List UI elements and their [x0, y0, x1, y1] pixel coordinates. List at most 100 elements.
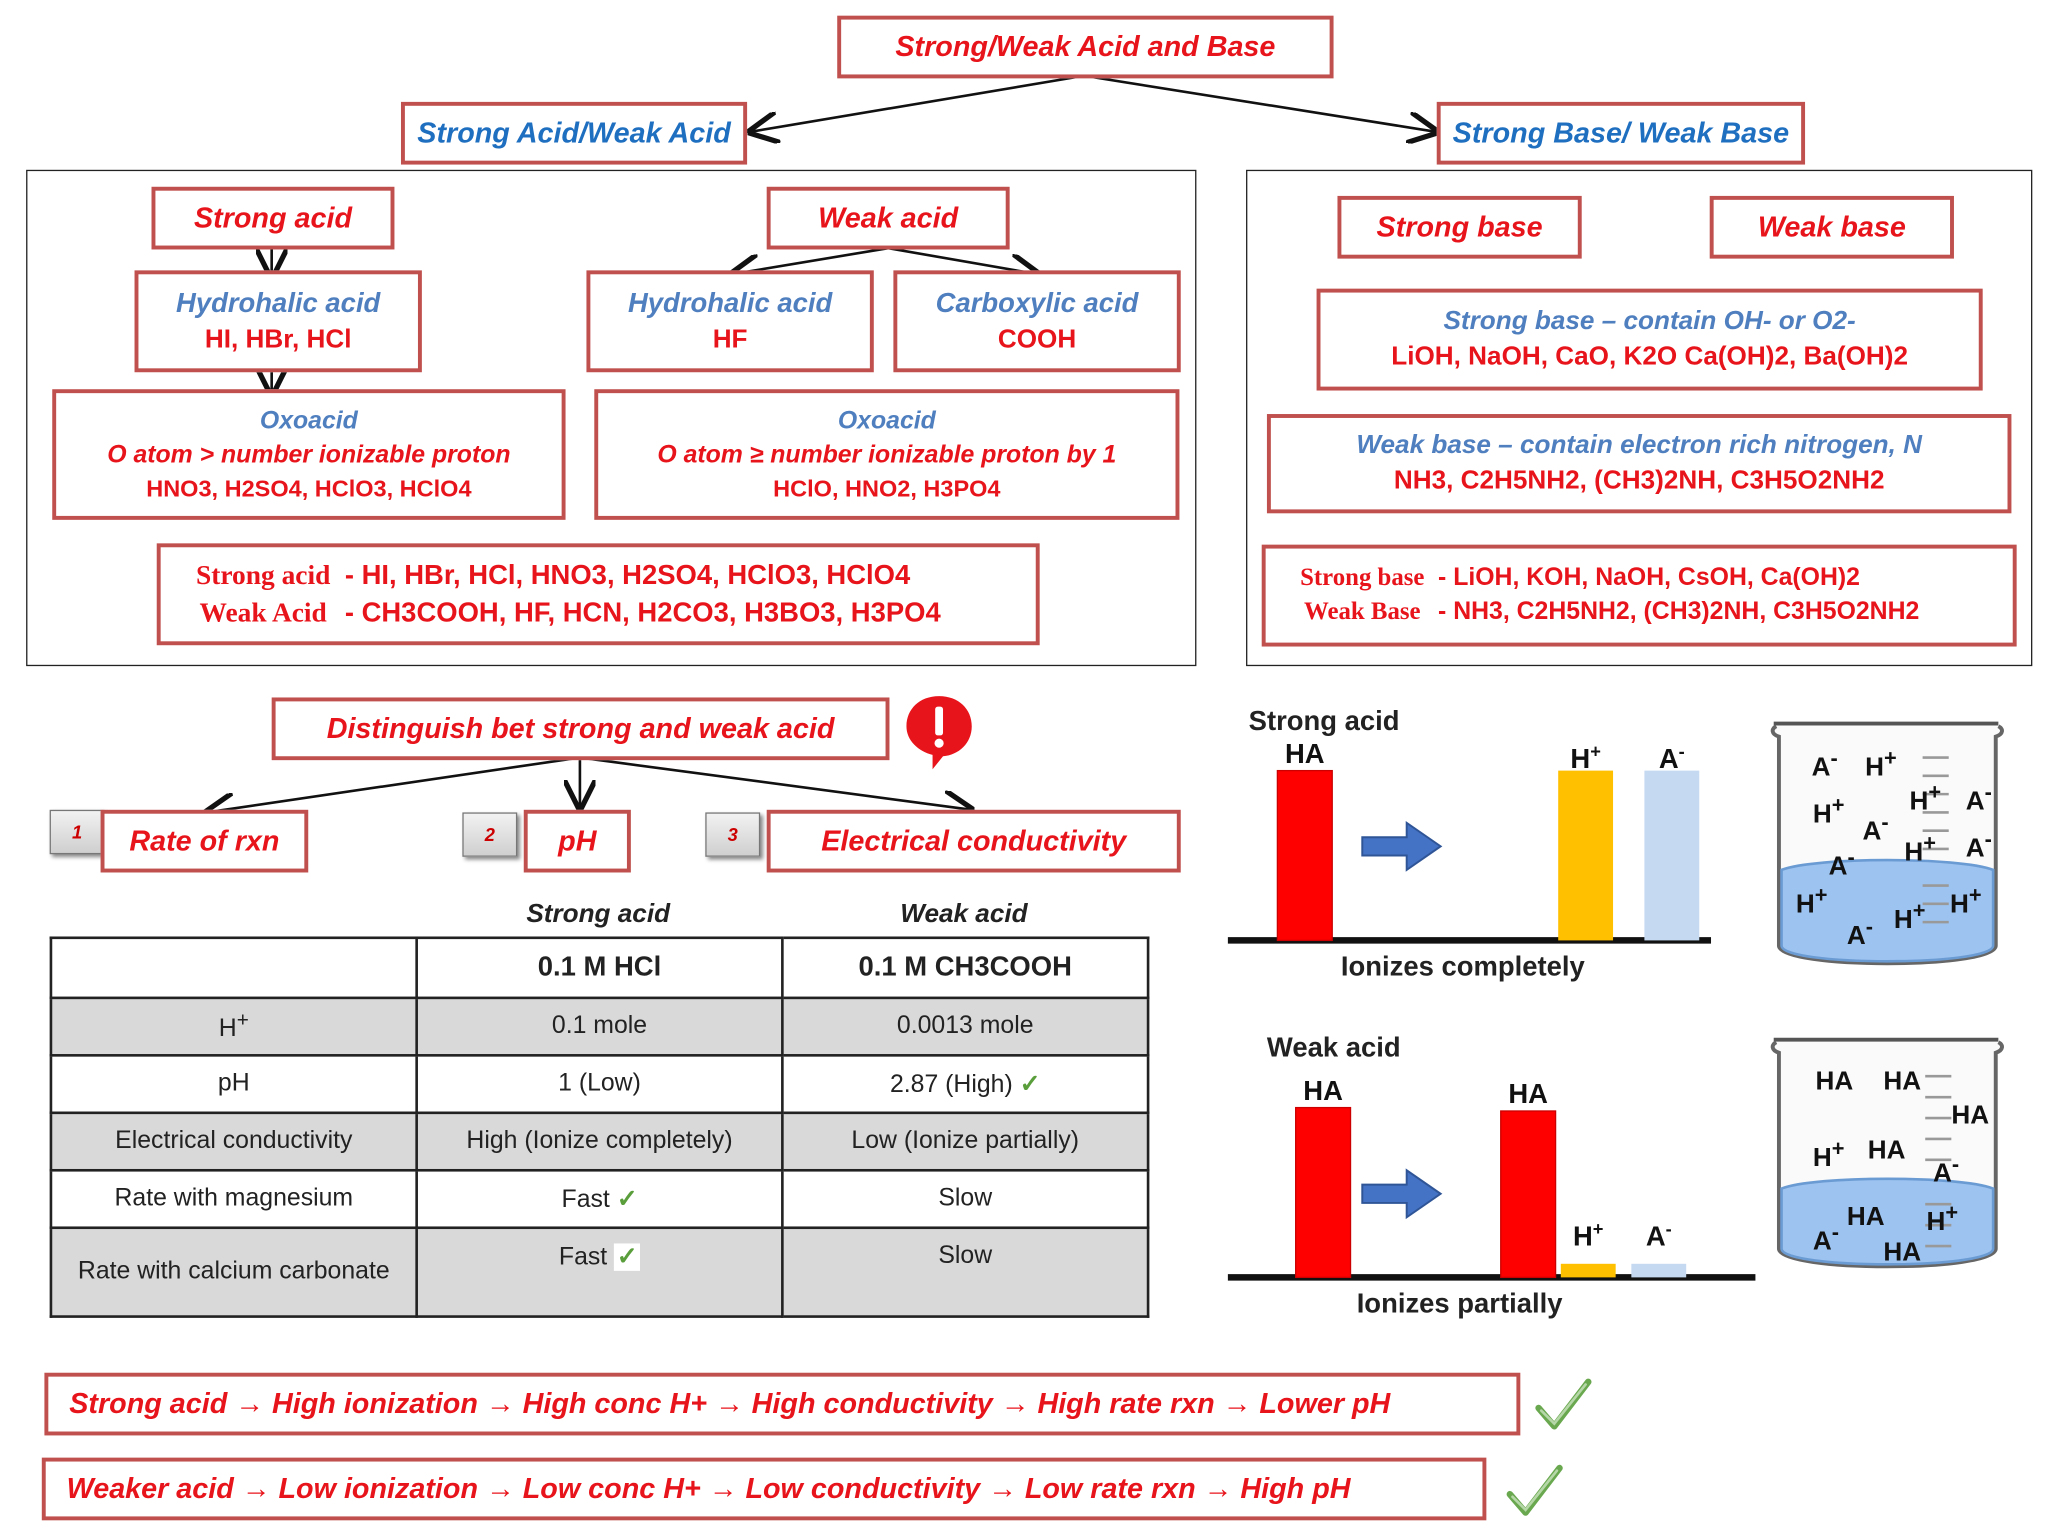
beaker1-ion-h: H+: [1865, 745, 1897, 782]
table-header-weak: 0.1 M CH3COOH: [781, 936, 1150, 1000]
weak-base-box: Weak base: [1709, 195, 1954, 259]
beaker1-ion-h: H+: [1950, 882, 1982, 920]
check-icon: [1506, 1464, 1563, 1516]
strong-base-rule-box: Strong base – contain OH- or O2- LiOH, N…: [1316, 288, 1983, 391]
weak-base-rule-box: Weak base – contain electron rich nitrog…: [1266, 414, 2012, 514]
weak-base-examples: NH3, C2H5NH2, (CH3)2NH, C3H5O2NH2: [1393, 466, 1885, 496]
chart1-svg: HA H+ A-: [1227, 742, 1712, 944]
beaker2-ion-a: A-: [1933, 1151, 1960, 1189]
num-badge-1: 1: [49, 809, 105, 855]
beaker1-ion-a: A-: [1965, 826, 1992, 863]
row-weak-value: Slow: [781, 1226, 1150, 1318]
col-weak-caption: Weak acid: [900, 899, 1028, 929]
beaker1-ion-a: A-: [1811, 745, 1838, 782]
table-row: Rate with magnesium Fast ✓ Slow: [49, 1168, 1150, 1230]
num-badge-2: 2: [462, 812, 518, 857]
acid-summary-weak-list: - CH3COOH, HF, HCN, H2CO3, H3BO3, H3PO4: [344, 598, 941, 629]
comparison-table: 0.1 M HCl 0.1 M CH3COOH H+ 0.1 mole 0.00…: [49, 936, 1150, 1318]
ph-label: pH: [558, 824, 597, 857]
beaker1-ion-a: A-: [1862, 809, 1889, 846]
row-label: Rate with magnesium: [49, 1168, 418, 1230]
bar-label-h: H+: [1573, 1218, 1603, 1251]
beaker1-ion-a: A-: [1846, 914, 1873, 951]
base-panel: [1246, 169, 2033, 667]
reaction-arrow-icon: [1361, 1168, 1443, 1220]
table-header-row: 0.1 M HCl 0.1 M CH3COOH: [49, 936, 1150, 1000]
weak-base-label: Weak base: [1757, 210, 1906, 243]
reaction-arrow-icon: [1361, 820, 1443, 872]
base-summary-box: Strong base - LiOH, KOH, NaOH, CsOH, Ca(O…: [1261, 544, 2017, 647]
distinguish-title: Distinguish bet strong and weak acid: [326, 711, 835, 745]
bar-before-ha: [1276, 769, 1333, 942]
beaker2-molecule-ha: HA: [1815, 1067, 1854, 1096]
hydrohalic-weak-examples: HF: [712, 324, 748, 354]
bar-label-ha: HA: [1508, 1078, 1548, 1109]
bar-after-h: [1560, 1263, 1616, 1278]
row-weak-cell: 2.87 (High) ✓: [781, 1054, 1150, 1115]
acid-summary-weak-label: Weak Acid: [199, 596, 327, 629]
bar-label-a: A-: [1646, 1218, 1672, 1251]
row-label-h: H+: [49, 996, 418, 1057]
rate-of-rxn-box: Rate of rxn: [100, 809, 309, 873]
row-strong-value: 0.1 mole: [415, 996, 784, 1057]
strong-base-box: Strong base: [1337, 195, 1582, 259]
row-strong-value: Fast: [561, 1185, 610, 1213]
conductivity-box: Electrical conductivity: [766, 809, 1181, 873]
acid-summary-box: Strong acid - HI, HBr, HCl, HNO3, H2SO4, …: [156, 543, 1040, 646]
weak-acid-box: Weak acid: [766, 186, 1010, 250]
check-icon: ✓: [616, 1185, 638, 1213]
row-strong-cell: Fast ✓: [415, 1168, 784, 1230]
row-weak-value: 0.0013 mole: [781, 996, 1150, 1057]
beaker2-molecule-ha: HA: [1883, 1067, 1922, 1096]
beaker1-ion-h: H+: [1795, 882, 1828, 920]
bar-label-a: A-: [1659, 742, 1685, 774]
beaker-weak-icon: [1770, 1037, 2004, 1269]
base-branch-text: Strong Base/ Weak Base: [1452, 116, 1790, 149]
hydrohalic-weak-box: Hydrohalic acid HF: [586, 270, 874, 373]
strong-base-label: Strong base: [1376, 210, 1543, 243]
conclusion-strong-box: Strong acid → High ionization → High con…: [44, 1372, 1521, 1436]
hydrohalic-strong-examples: HI, HBr, HCl: [204, 324, 352, 354]
weak-base-rule: Weak base – contain electron rich nitrog…: [1356, 431, 1922, 460]
rate-of-rxn-label: Rate of rxn: [129, 824, 280, 857]
check-icon: [1535, 1378, 1592, 1430]
table-header-strong: 0.1 M HCl: [415, 936, 784, 1000]
chart2-title: Weak acid: [1266, 1033, 1401, 1064]
beaker2-molecule-ha: HA: [1846, 1202, 1885, 1232]
row-label: pH: [49, 1054, 418, 1115]
base-summary-weak-label: Weak Base: [1304, 598, 1421, 626]
base-summary-strong-list: - LiOH, KOH, NaOH, CsOH, Ca(OH)2: [1438, 564, 1860, 592]
row-label: Rate with calcium carbonate: [49, 1226, 418, 1318]
row-weak-value: Low (Ionize partially): [781, 1111, 1150, 1172]
conclusion-strong-text: Strong acid → High ionization → High con…: [69, 1387, 1391, 1420]
base-branch-box: Strong Base/ Weak Base: [1436, 101, 1806, 165]
num-badge-3: 3: [705, 812, 761, 857]
beaker1-ion-a: A-: [1965, 779, 1992, 816]
row-strong-value: Fast: [558, 1243, 608, 1271]
oxoacid-weak-rule: O atom ≥ number ionizable proton by 1: [657, 440, 1117, 469]
base-summary-strong-label: Strong base: [1300, 564, 1425, 592]
oxoacid-weak-title: Oxoacid: [837, 406, 936, 435]
acid-summary-strong-line: Strong acid - HI, HBr, HCl, HNO3, H2SO4, …: [182, 559, 911, 592]
carboxylic-title: Carboxylic acid: [935, 287, 1139, 319]
chart1-caption: Ionizes completely: [1340, 952, 1585, 983]
bar-label-ha: HA: [1303, 1075, 1343, 1106]
chart2-caption: Ionizes partially: [1356, 1289, 1563, 1320]
chart2-svg: HA HA H+ A-: [1227, 1075, 1756, 1281]
beaker2-molecule-ha: HA: [1883, 1238, 1922, 1267]
check-icon: ✓: [1019, 1070, 1041, 1098]
strong-base-rule: Strong base – contain OH- or O2-: [1443, 306, 1856, 336]
carboxylic-box: Carboxylic acid COOH: [893, 270, 1181, 373]
weak-acid-label: Weak acid: [818, 201, 959, 234]
col-strong-caption: Strong acid: [526, 899, 671, 929]
strong-acid-label: Strong acid: [193, 201, 352, 234]
acid-branch-box: Strong Acid/Weak Acid: [400, 101, 748, 165]
acid-summary-strong-list: - HI, HBr, HCl, HNO3, H2SO4, HClO3, HClO…: [344, 560, 911, 591]
bar-after-h: [1558, 770, 1614, 941]
table-row: H+ 0.1 mole 0.0013 mole: [49, 996, 1150, 1057]
row-strong-cell: Fast ✓: [415, 1226, 784, 1318]
base-summary-weak-line: Weak Base - NH3, C2H5NH2, (CH3)2NH, C3H5O…: [1287, 598, 1919, 627]
row-strong-value: High (Ionize completely): [415, 1111, 784, 1172]
strong-acid-box: Strong acid: [151, 186, 395, 250]
table-row: pH 1 (Low) 2.87 (High) ✓: [49, 1054, 1150, 1115]
